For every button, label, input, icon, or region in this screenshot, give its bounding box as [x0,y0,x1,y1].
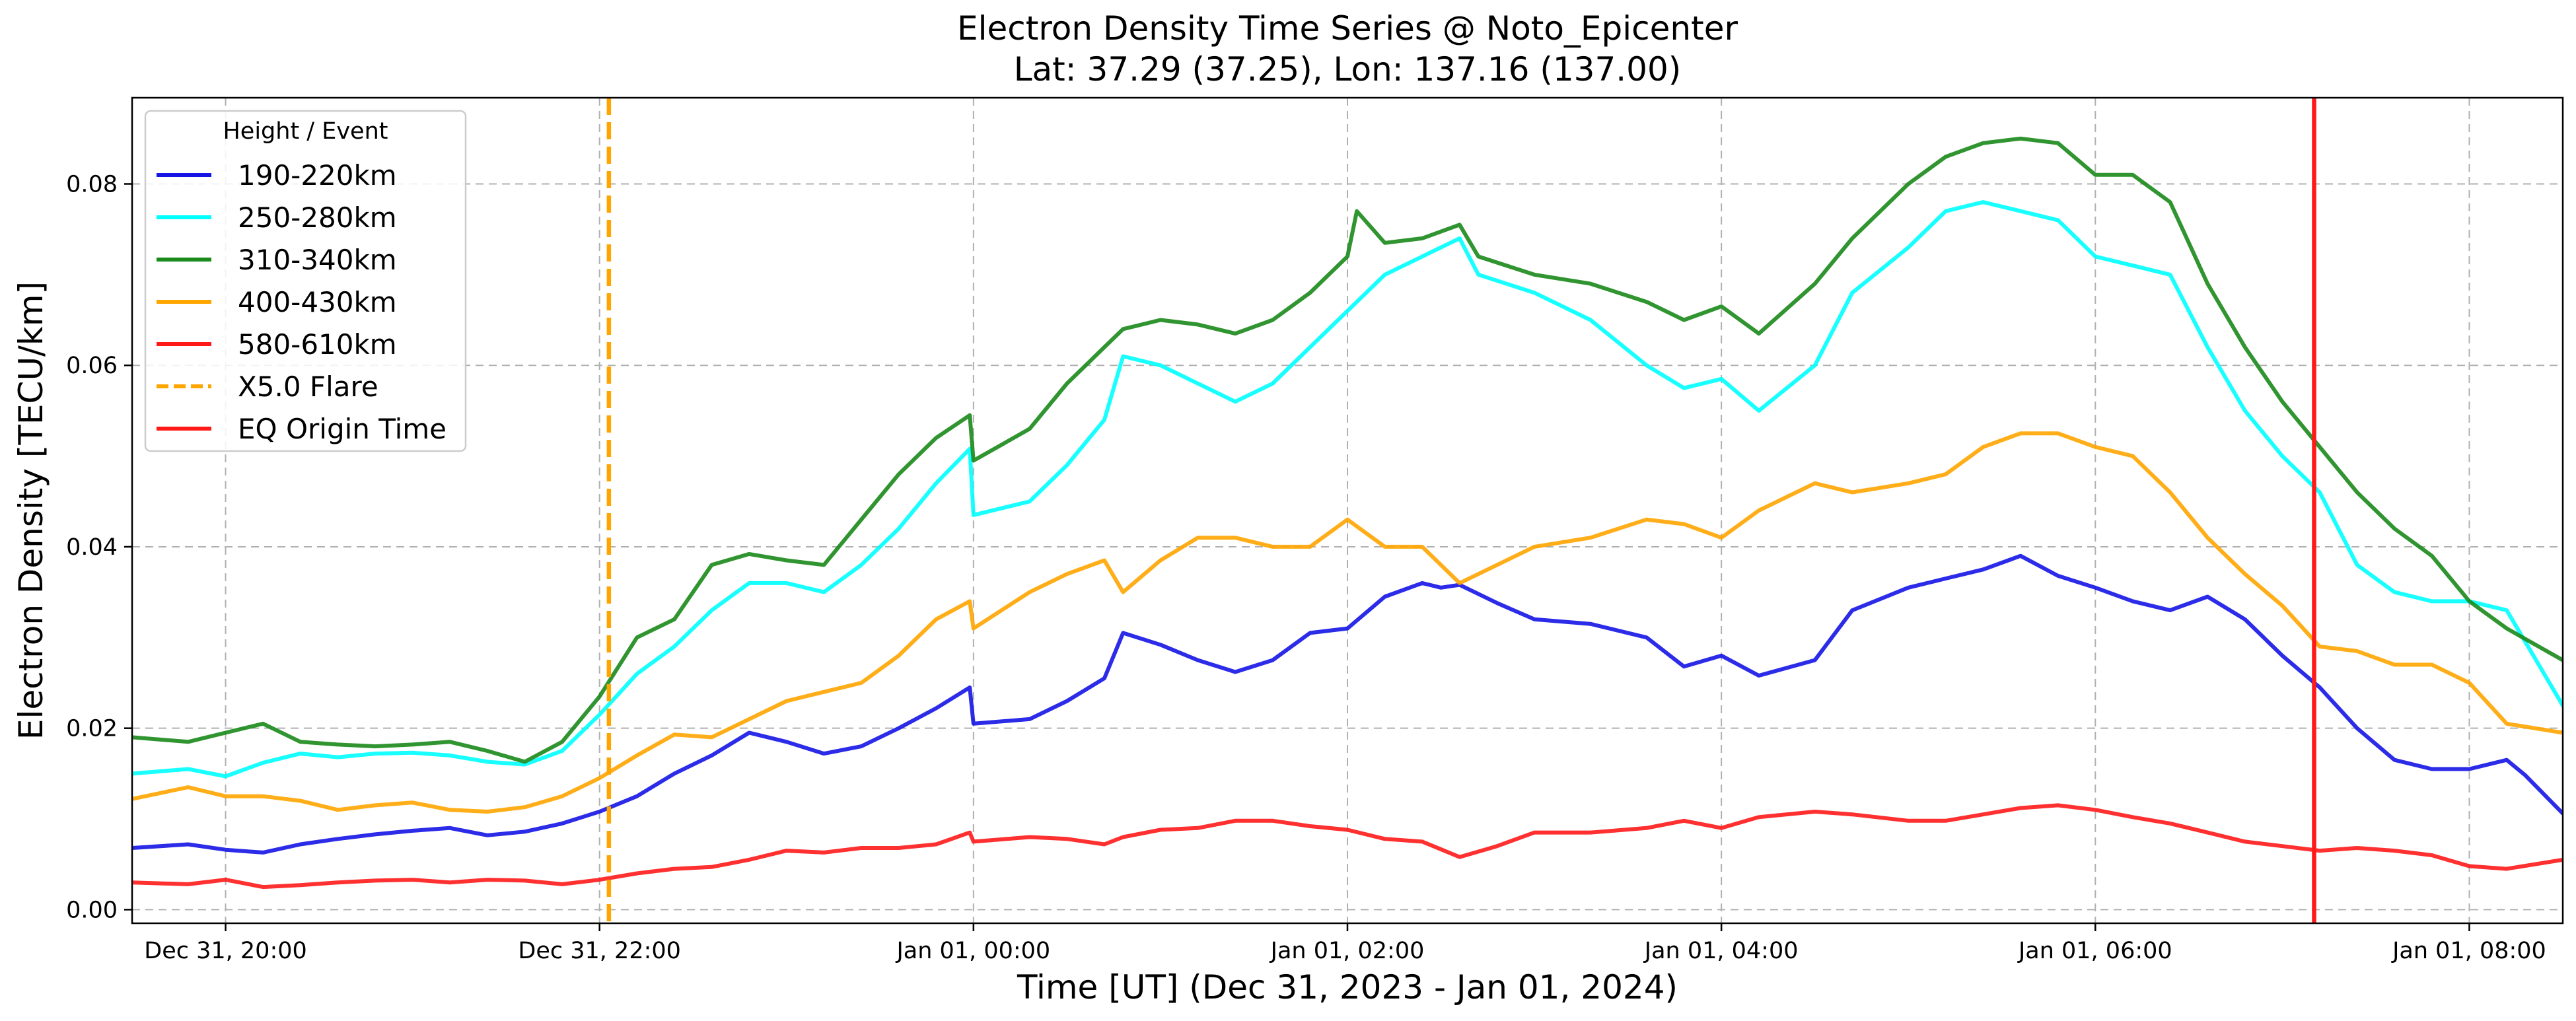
x-tick-label: Dec 31, 22:00 [518,938,681,964]
y-axis-ticks: 0.00 0.02 0.04 0.06 0.08 [66,171,132,923]
y-tick-label: 0.08 [66,171,118,197]
y-tick-label: 0.06 [66,353,118,379]
legend-label: 580-610km [238,328,397,361]
legend-label: 250-280km [238,201,397,234]
x-tick-label: Jan 01, 04:00 [1643,938,1799,964]
chart-title-line2: Lat: 37.29 (37.25), Lon: 137.16 (137.00) [1014,50,1682,88]
x-axis-ticks: Dec 31, 20:00 Dec 31, 22:00 Jan 01, 00:00 J… [144,923,2546,964]
y-tick-label: 0.02 [66,716,118,742]
y-tick-label: 0.04 [66,534,118,561]
legend-label: X5.0 Flare [238,370,378,403]
x-tick-label: Jan 01, 06:00 [2017,938,2172,964]
legend-label: 400-430km [238,286,397,318]
legend-label: 310-340km [238,244,397,276]
series-layer [132,136,2563,890]
legend: Height / Event 190-220km 250-280km 310-340k… [144,110,467,452]
x-axis-label: Time [UT] (Dec 31, 2023 - Jan 01, 2024) [1017,968,1678,1006]
x-tick-label: Jan 01, 08:00 [2391,938,2546,964]
series-line-400-430km [132,431,2563,814]
series-line-310-340km [132,136,2563,764]
legend-label: EQ Origin Time [238,413,447,445]
y-tick-label: 0.00 [66,897,118,923]
plot-area [132,98,2563,923]
legend-label: 190-220km [238,159,397,192]
x-tick-label: Jan 01, 00:00 [895,938,1050,964]
series-line-580-610km [132,803,2563,890]
chart-title-line1: Electron Density Time Series @ Noto_Epic… [957,9,1738,48]
x-tick-label: Dec 31, 20:00 [144,938,307,964]
series-line-250-280km [132,200,2563,779]
x-tick-label: Jan 01, 02:00 [1270,938,1425,964]
legend-box [144,110,467,452]
series-line-190-220km [132,553,2563,855]
legend-title: Height / Event [223,118,388,145]
y-axis-label: Electron Density [TECU/km] [12,281,50,740]
event-layer [606,98,2316,923]
